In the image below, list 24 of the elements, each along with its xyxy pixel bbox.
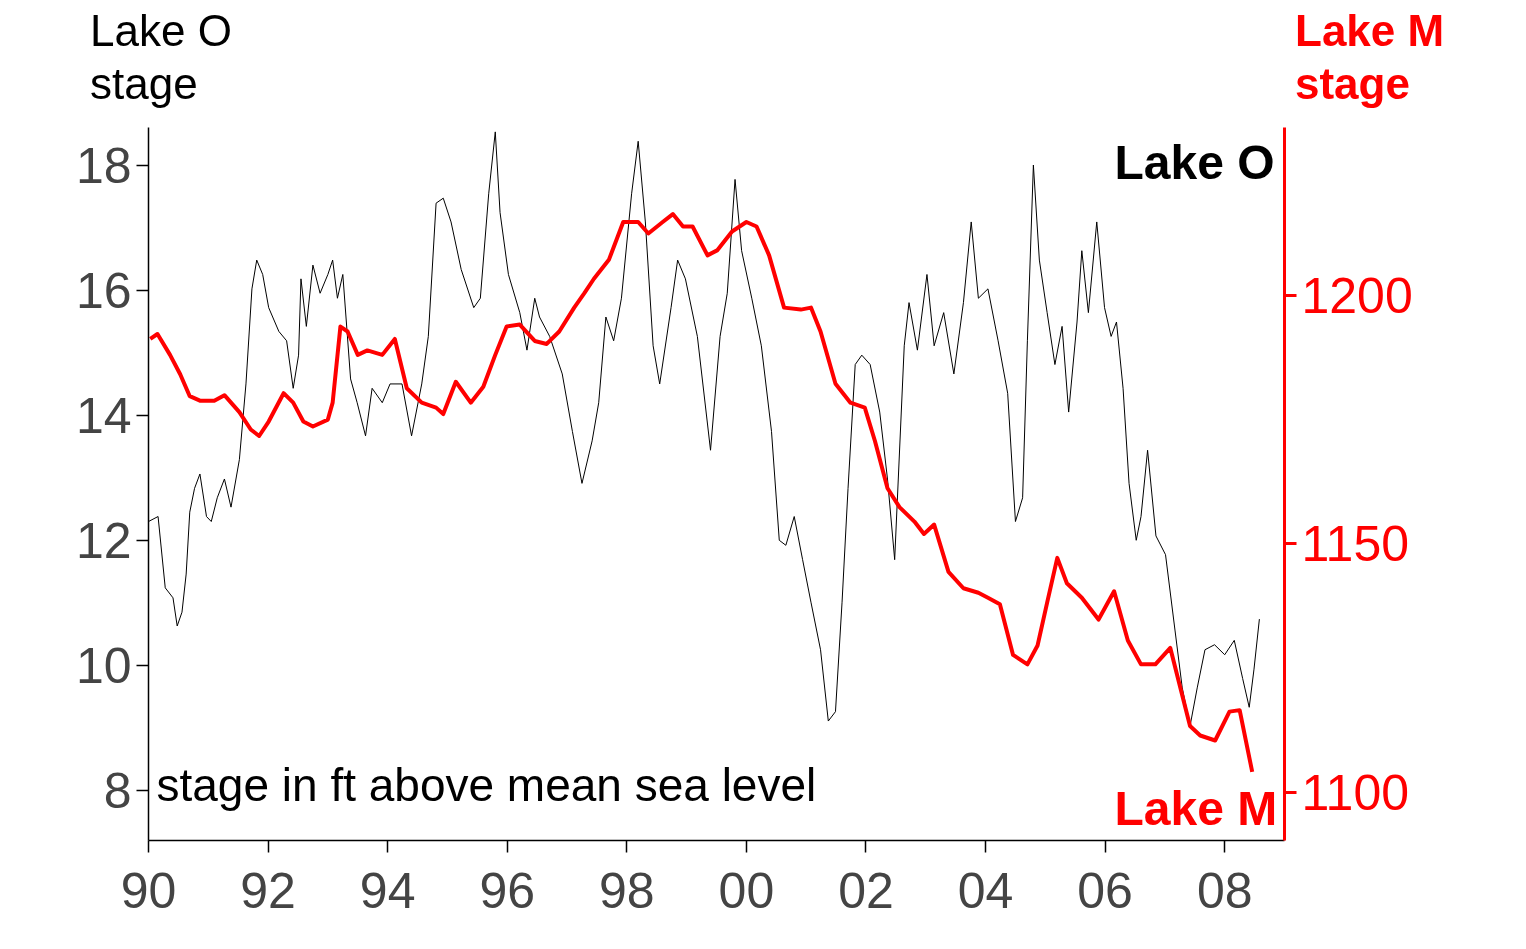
y-axis-title: Lake O stage	[90, 5, 232, 110]
x-tick-label: 98	[599, 862, 655, 919]
x-tick-label: 06	[1077, 862, 1133, 919]
y-tick-label: 10	[75, 637, 132, 694]
y-tick-label: 14	[75, 387, 132, 444]
x-tick-label: 90	[120, 862, 177, 919]
series-label: Lake M	[1114, 781, 1278, 835]
y2-tick-label: 1100	[1301, 765, 1410, 822]
x-tick-label: 08	[1196, 862, 1253, 919]
y2-axis-title: Lake M stage	[1295, 5, 1445, 110]
x-tick-label: 92	[240, 862, 296, 919]
x-tick-label: 00	[718, 862, 775, 919]
y-tick-label: 8	[103, 762, 132, 819]
x-tick-label: 94	[359, 862, 416, 919]
series-label: Lake O	[1114, 135, 1275, 189]
y-tick-label: 18	[75, 137, 132, 194]
annotation: stage in ft above mean sea level	[156, 758, 817, 811]
x-tick-label: 04	[957, 862, 1014, 919]
y2-tick-label: 1200	[1301, 267, 1413, 324]
y2-tick-label: 1150	[1301, 516, 1410, 573]
y-tick-label: 12	[75, 512, 132, 569]
y-tick-label: 16	[75, 262, 132, 319]
x-tick-label: 96	[479, 862, 536, 919]
x-tick-label: 02	[838, 862, 894, 919]
